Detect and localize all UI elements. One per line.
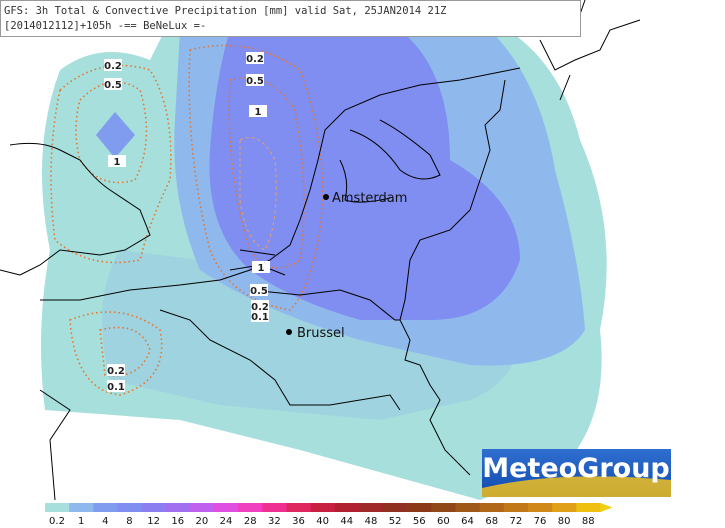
contour-label: 1: [255, 107, 262, 118]
contour-label-bg: [108, 155, 126, 167]
legend-swatch: [431, 503, 457, 512]
border: [399, 79, 506, 476]
precip-spot: [96, 112, 135, 158]
legend-swatch: [238, 503, 263, 512]
legend-swatch: [286, 503, 312, 512]
legend-swatch: [262, 503, 287, 512]
contour-label-bg: [246, 52, 264, 64]
city-dot: [323, 194, 329, 200]
contour-label: 1: [114, 157, 121, 168]
contour-label-bg: [252, 261, 270, 273]
contour: [69, 311, 163, 396]
legend-swatch: [503, 503, 529, 512]
legend-swatch: [383, 503, 408, 512]
contour: [188, 44, 324, 311]
legend-label: 68: [485, 516, 498, 527]
contour-label-bg: [249, 105, 267, 117]
legend-swatch: [358, 503, 384, 512]
legend-label: 44: [340, 516, 353, 527]
legend-swatch: [552, 503, 577, 512]
contour-label: 0.2: [104, 61, 122, 72]
contour-label-bg: [251, 300, 269, 312]
legend-label: 32: [268, 516, 281, 527]
contour-label: 0.1: [251, 312, 269, 323]
logo: MeteoGroup: [482, 453, 670, 484]
contour-label: 1: [258, 263, 265, 274]
legend-label: 1: [78, 516, 84, 527]
contour-label-bg: [250, 284, 268, 296]
legend-swatch: [214, 503, 239, 512]
legend-label: 12: [147, 516, 160, 527]
legend-label: 76: [534, 516, 547, 527]
legend-swatch: [93, 503, 118, 512]
coastline: [0, 142, 151, 276]
legend-label: 52: [389, 516, 402, 527]
contour-label-bg: [104, 59, 122, 71]
contour-label: 0.5: [250, 286, 268, 297]
legend-label: 56: [413, 516, 426, 527]
contour: [239, 137, 277, 251]
legend-swatch: [189, 503, 215, 512]
legend-label: 16: [171, 516, 184, 527]
contour-label: 0.1: [107, 382, 125, 393]
header-box: [0, 0, 581, 37]
legend-label: 80: [558, 516, 571, 527]
legend-label: 8: [126, 516, 132, 527]
legend-swatch: [45, 503, 70, 512]
contour-label: 0.2: [246, 54, 264, 65]
logo-swoosh: [482, 476, 671, 497]
legend-label: 60: [437, 516, 450, 527]
city-label: Amsterdam: [332, 191, 407, 206]
legend-swatch: [141, 503, 167, 512]
header-line: GFS: 3h Total & Convective Precipitation…: [4, 5, 447, 17]
legend-label: 40: [316, 516, 329, 527]
contour-label-bg: [251, 310, 269, 322]
legend-label: 64: [461, 516, 474, 527]
precip-pale: [102, 250, 520, 420]
legend-label: 48: [365, 516, 378, 527]
legend-swatch: [479, 503, 505, 512]
legend-swatch: [310, 503, 336, 512]
legend-swatch: [69, 503, 94, 512]
legend-label: 36: [292, 516, 305, 527]
legend-label: 72: [509, 516, 522, 527]
contour-label: 0.5: [104, 80, 122, 91]
legend-swatch: [407, 503, 432, 512]
contour: [228, 77, 305, 269]
border: [159, 289, 401, 411]
legend-swatch: [165, 503, 191, 512]
legend-label: 20: [196, 516, 209, 527]
legend-swatch: [576, 503, 601, 512]
city-dot: [286, 329, 292, 335]
legend-label: 0.2: [49, 516, 65, 527]
legend-label: 28: [244, 516, 257, 527]
contour: [75, 81, 148, 184]
header-line: [2014012112]+105h -== BeNeLux =-: [4, 20, 206, 32]
legend-swatch: [528, 503, 553, 512]
legend-swatch: [117, 503, 143, 512]
legend-swatch: [455, 503, 481, 512]
legend-swatch: [334, 503, 360, 512]
contour-label: 0.2: [251, 302, 269, 313]
city-label: Brussel: [297, 326, 345, 341]
contour-label-bg: [107, 364, 125, 376]
contour-label: 0.5: [246, 76, 264, 87]
legend-label: 4: [102, 516, 108, 527]
legend-arrow: [600, 503, 613, 512]
contour-label-bg: [107, 380, 125, 392]
legend-label: 24: [220, 516, 233, 527]
coastline: [40, 67, 521, 301]
coastline: [339, 119, 441, 203]
contour-label-bg: [246, 74, 264, 86]
contour-label: 0.2: [107, 366, 125, 377]
contour-label-bg: [104, 78, 122, 90]
contour: [50, 64, 172, 264]
legend-label: 88: [582, 516, 595, 527]
